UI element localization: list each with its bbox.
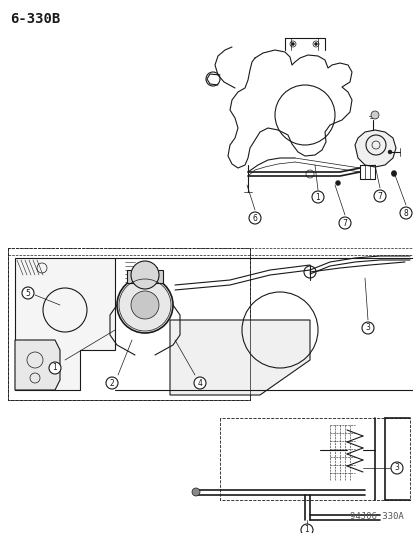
Text: 1: 1 xyxy=(315,192,320,201)
Text: 94J06 330A: 94J06 330A xyxy=(349,512,403,521)
Text: 7: 7 xyxy=(377,191,382,200)
Polygon shape xyxy=(15,258,115,390)
Circle shape xyxy=(22,287,34,299)
Text: 3: 3 xyxy=(365,324,370,333)
Circle shape xyxy=(248,212,260,224)
Circle shape xyxy=(117,277,173,333)
Circle shape xyxy=(370,111,378,119)
Text: 7: 7 xyxy=(342,219,347,228)
Circle shape xyxy=(391,172,396,176)
Circle shape xyxy=(373,190,385,202)
Polygon shape xyxy=(127,270,163,283)
Circle shape xyxy=(131,261,159,289)
Text: 6-330B: 6-330B xyxy=(10,12,60,26)
Text: 4: 4 xyxy=(197,378,202,387)
Circle shape xyxy=(361,322,373,334)
Polygon shape xyxy=(170,320,309,395)
Circle shape xyxy=(338,217,350,229)
Text: 1: 1 xyxy=(52,364,57,373)
Text: 6: 6 xyxy=(252,214,257,222)
Circle shape xyxy=(314,43,317,45)
Circle shape xyxy=(131,291,159,319)
Circle shape xyxy=(300,524,312,533)
Circle shape xyxy=(106,377,118,389)
Circle shape xyxy=(390,462,402,474)
Circle shape xyxy=(194,377,206,389)
Circle shape xyxy=(311,191,323,203)
Text: 8: 8 xyxy=(403,208,407,217)
Text: 2: 2 xyxy=(109,378,114,387)
Circle shape xyxy=(49,362,61,374)
Circle shape xyxy=(399,207,411,219)
Circle shape xyxy=(335,181,339,185)
Text: 5: 5 xyxy=(26,288,31,297)
Circle shape xyxy=(391,171,396,175)
Polygon shape xyxy=(15,340,60,390)
Text: 1: 1 xyxy=(304,526,309,533)
Text: 3: 3 xyxy=(394,464,399,472)
Circle shape xyxy=(192,488,199,496)
Circle shape xyxy=(387,150,391,154)
Polygon shape xyxy=(354,130,395,167)
Circle shape xyxy=(291,43,294,45)
